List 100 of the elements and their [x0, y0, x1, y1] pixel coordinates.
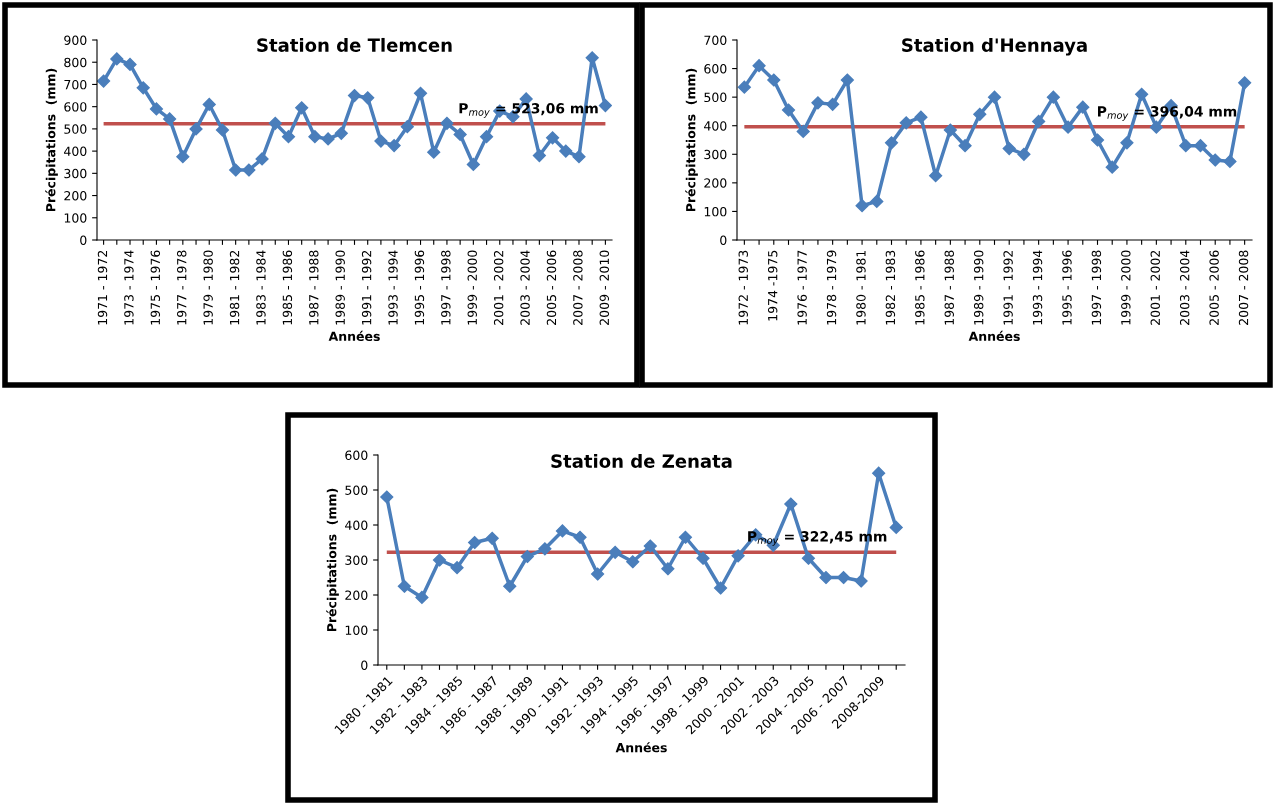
point — [1238, 76, 1252, 90]
point — [176, 150, 190, 164]
point — [889, 520, 903, 535]
point — [826, 97, 840, 111]
x-tick-label: 2003 - 2004 — [1179, 250, 1190, 325]
point — [1032, 114, 1046, 129]
y-tick-label: 200 — [64, 191, 87, 201]
x-tick-label: 1987 - 1988 — [309, 250, 319, 325]
point — [387, 138, 401, 153]
point — [295, 101, 309, 115]
point — [713, 581, 728, 595]
y-tick-label: 300 — [64, 168, 87, 179]
x-tick-label: 2001 - 2002 — [493, 250, 504, 325]
point — [1193, 139, 1208, 153]
point — [590, 567, 605, 581]
x-tick-label: 1987 - 1988 — [944, 250, 954, 325]
y-axis-title: Précipitations (mm) — [685, 68, 698, 212]
x-tick-label: 1993 - 1994 — [1032, 250, 1043, 325]
point — [532, 148, 546, 163]
point — [1135, 87, 1149, 101]
x-tick-label: 1995 - 1996 — [1062, 250, 1072, 325]
point — [1076, 100, 1090, 114]
point — [432, 553, 447, 567]
point — [397, 579, 411, 593]
point — [374, 134, 388, 148]
x-tick-label: 1989 - 1990 — [335, 250, 345, 325]
point — [626, 555, 640, 569]
point — [136, 81, 150, 95]
point — [450, 561, 464, 575]
y-tick-label: 300 — [704, 149, 727, 160]
y-tick-label: 900 — [64, 35, 87, 45]
y-tick-label: 0 — [361, 660, 368, 670]
point — [555, 524, 570, 538]
x-tick-label: 1995 - 1996 — [414, 250, 425, 325]
point — [643, 539, 657, 553]
y-tick-label: 500 — [704, 92, 727, 103]
y-axis-title: Précipitations (mm) — [45, 68, 58, 212]
point — [453, 127, 467, 142]
x-tick-label: 1982 - 1983 — [885, 250, 896, 325]
point — [334, 126, 348, 140]
point — [361, 91, 375, 105]
x-axis-title: Années — [968, 330, 1020, 342]
y-tick-label: 700 — [64, 79, 87, 90]
point — [854, 574, 868, 588]
point — [545, 131, 560, 145]
point — [914, 110, 928, 124]
point — [585, 51, 599, 65]
point — [1061, 120, 1075, 134]
y-tick-label: 600 — [345, 450, 368, 460]
y-tick-label: 400 — [345, 520, 368, 530]
point — [840, 73, 854, 87]
point — [1017, 147, 1031, 161]
point — [308, 130, 322, 144]
x-tick-label: 1985 - 1986 — [915, 250, 925, 325]
point — [268, 116, 282, 130]
point — [870, 194, 884, 209]
x-tick-label: 1983 - 1984 — [256, 250, 266, 325]
y-tick-label: 500 — [64, 124, 87, 134]
x-tick-label: 1991 - 1992 — [361, 250, 372, 325]
x-tick-label: 1975 - 1976 — [150, 250, 161, 325]
y-tick-label: 100 — [64, 213, 87, 223]
y-tick-label: 700 — [704, 35, 727, 45]
point — [347, 88, 362, 103]
point — [1149, 120, 1163, 134]
x-tick-label: 2009 - 2010 — [599, 250, 610, 325]
point — [884, 136, 899, 150]
point — [229, 163, 243, 177]
point — [929, 169, 943, 183]
y-tick-label: 600 — [704, 64, 727, 74]
point — [987, 90, 1002, 104]
point — [767, 73, 781, 87]
x-tick-label: 2005 - 2006 — [546, 250, 557, 325]
y-tick-label: 400 — [64, 146, 87, 157]
point — [855, 199, 869, 213]
point — [598, 98, 612, 113]
y-tick-label: 400 — [704, 121, 727, 131]
y-tick-label: 500 — [345, 485, 368, 495]
x-tick-label: 1978 - 1979 — [826, 250, 837, 325]
point — [189, 122, 203, 136]
x-tick-label: 1973 - 1974 — [124, 250, 134, 325]
point — [1002, 141, 1016, 156]
point — [1179, 139, 1193, 153]
point — [731, 549, 745, 563]
point — [503, 579, 517, 593]
point — [97, 74, 111, 88]
point — [479, 130, 494, 144]
point — [538, 542, 552, 556]
point — [872, 466, 886, 480]
point — [380, 490, 394, 504]
x-tick-label: 1981 - 1982 — [229, 250, 240, 325]
x-tick-label: 1980 - 1981 — [856, 250, 866, 325]
y-tick-label: 300 — [345, 555, 368, 565]
point — [202, 97, 216, 112]
point — [485, 531, 499, 545]
x-tick-label: 2001 - 2002 — [1150, 250, 1160, 325]
y-tick-label: 100 — [345, 625, 368, 635]
x-tick-label: 1971 - 1972 — [97, 250, 108, 325]
x-tick-label: 1989 - 1990 — [973, 250, 984, 325]
point — [899, 116, 913, 130]
x-tick-label: 1997 - 1998 — [441, 250, 451, 325]
